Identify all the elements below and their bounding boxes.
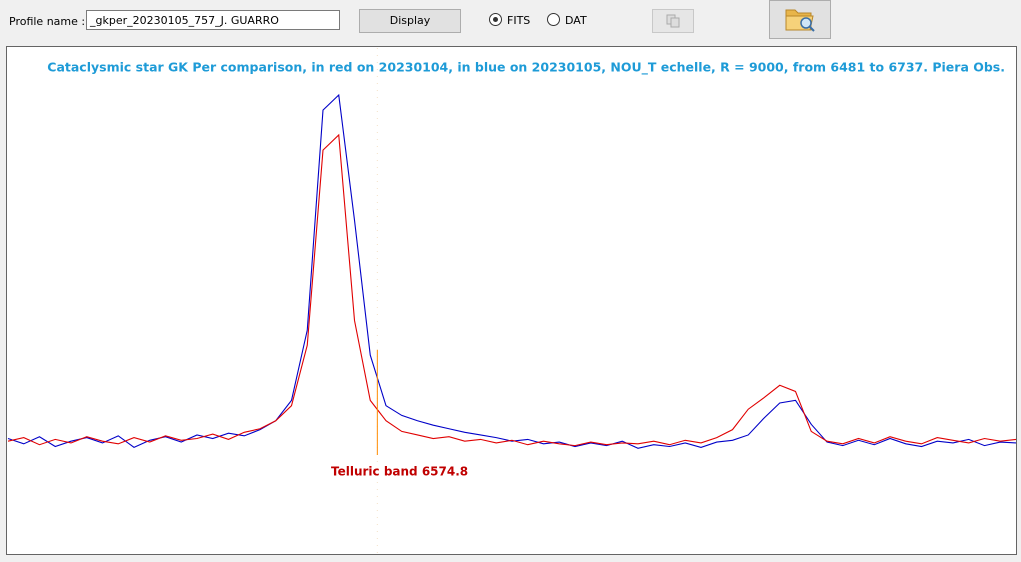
telluric-label: Telluric band 6574.8 [331,465,468,479]
dat-radio[interactable] [547,13,560,26]
radio-dot [493,17,498,22]
profile-name-input[interactable]: _gkper_20230105_757_J. GUARRO [86,10,340,30]
profile-label: Profile name : [9,15,86,28]
chart: Cataclysmic star GK Per comparison, in r… [6,46,1017,555]
copy-button[interactable] [652,9,694,33]
plot-frame [6,46,1017,555]
chart-title: Cataclysmic star GK Per comparison, in r… [47,60,1005,76]
fits-radio[interactable] [489,13,502,26]
spectrum-line [7,93,1017,449]
copy-icon [666,14,680,28]
fits-label: FITS [507,14,531,27]
display-button[interactable]: Display [359,9,461,33]
spectrum-line [7,133,1017,447]
folder-icon [785,9,815,32]
open-folder-button[interactable] [769,0,831,39]
dat-label: DAT [565,14,587,27]
